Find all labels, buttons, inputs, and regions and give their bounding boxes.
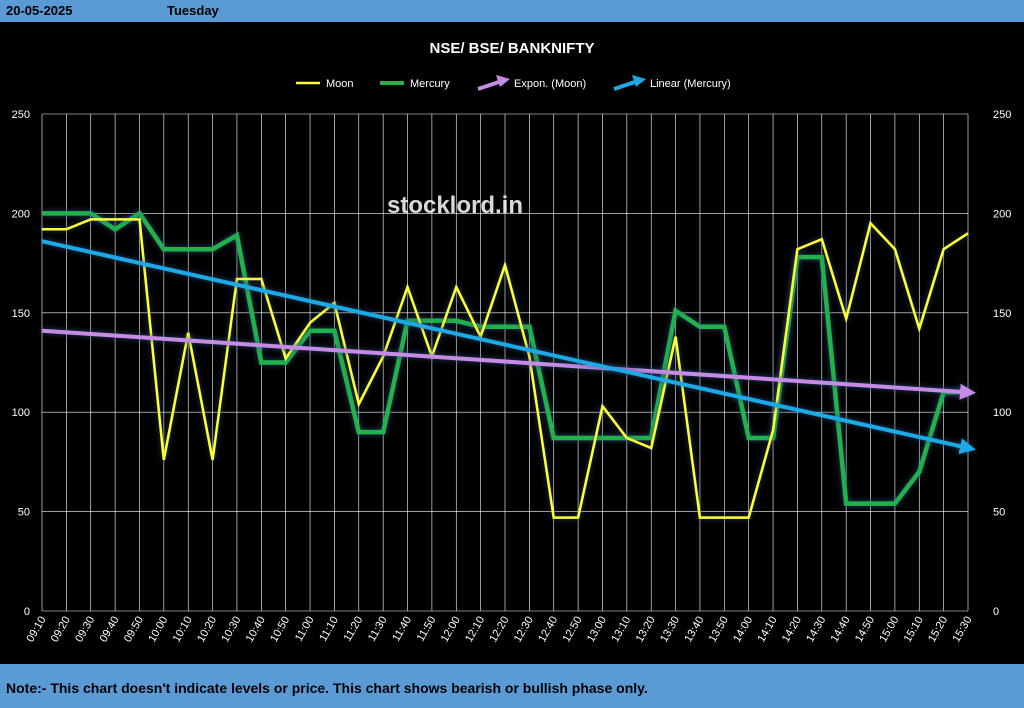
legend-swatch: [477, 79, 503, 91]
y-tick-label-left: 150: [12, 308, 30, 320]
y-tick-label-right: 100: [993, 407, 1011, 419]
trendline-linear: [41, 239, 976, 455]
x-tick-label: 12:10: [463, 615, 487, 645]
x-tick-label: 09:10: [24, 615, 48, 645]
x-tick-label: 14:10: [755, 615, 779, 645]
x-tick-label: 12:30: [512, 615, 536, 645]
y-tick-label-left: 50: [18, 507, 30, 519]
x-tick-label: 12:40: [536, 615, 560, 645]
y-tick-label-left: 200: [12, 208, 30, 220]
x-tick-label: 11:00: [293, 615, 317, 644]
x-tick-label: 13:40: [682, 615, 706, 645]
series-lines: [41, 210, 976, 519]
y-tick-label-right: 200: [993, 208, 1011, 220]
legend-swatch: [613, 79, 639, 91]
x-tick-label: 14:20: [780, 615, 804, 645]
x-tick-label: 11:30: [366, 615, 390, 644]
series-line-moon: [42, 218, 969, 519]
x-tick-label: 09:40: [98, 615, 122, 645]
x-tick-label: 09:50: [122, 615, 146, 645]
chart-title: NSE/ BSE/ BANKNIFTY: [429, 40, 594, 57]
x-tick-label: 09:20: [49, 615, 73, 645]
x-axis: 09:10 09:20 09:30 09:40 09:50 10:00 10:10 10:20…: [24, 615, 974, 645]
x-tick-label: 11:40: [390, 615, 414, 644]
y-tick-label-right: 250: [993, 109, 1011, 121]
chart-area: NSE/ BSE/ BANKNIFTY stocklord.in Moon Mer…: [0, 22, 1024, 662]
footer-note: Note:- This chart doesn't indicate level…: [6, 680, 648, 696]
x-tick-label: 15:20: [926, 615, 950, 645]
x-tick-label: 10:50: [268, 615, 292, 645]
x-tick-label: 10:40: [244, 615, 268, 645]
x-tick-label: 10:20: [195, 615, 219, 645]
line-chart: NSE/ BSE/ BANKNIFTY stocklord.in Moon Mer…: [12, 40, 1012, 645]
legend-label: Moon: [326, 78, 354, 90]
x-tick-label: 13:20: [634, 615, 658, 645]
legend-label: Expon. (Moon): [514, 78, 586, 90]
date-label: 20-05-2025: [6, 3, 73, 18]
y-axis-left: 0 50 100 150 200 250: [12, 109, 30, 618]
x-tick-label: 10:30: [219, 615, 243, 645]
y-tick-label-left: 100: [12, 407, 30, 419]
header-bar: 20-05-2025 Tuesday: [0, 0, 1024, 22]
x-tick-label: 10:10: [171, 615, 195, 645]
x-tick-label: 14:00: [731, 615, 755, 645]
x-tick-label: 12:50: [561, 615, 585, 645]
x-tick-label: 14:30: [804, 615, 828, 645]
legend-arrowhead: [496, 75, 510, 87]
y-tick-label-right: 150: [993, 308, 1011, 320]
x-tick-label: 13:30: [658, 615, 682, 645]
y-tick-label-left: 0: [24, 606, 30, 618]
footer-note-bar: Note:- This chart doesn't indicate level…: [0, 664, 1024, 708]
series-line-mercury: [42, 210, 968, 506]
x-tick-label: 14:40: [829, 615, 853, 645]
y-axis-right: 0 50 100 150 200 250: [993, 109, 1011, 618]
legend-arrowhead: [632, 75, 646, 87]
x-tick-label: 15:30: [950, 615, 974, 645]
x-tick-label: 13:00: [585, 615, 609, 645]
x-tick-label: 10:00: [146, 615, 170, 645]
grid-lines: [41, 113, 969, 612]
x-tick-label: 11:20: [342, 615, 366, 644]
legend-item: Mercury: [380, 78, 450, 90]
chart-legend: Moon Mercury Expon. (Moon) Linear (Mercury): [296, 75, 731, 91]
x-tick-label: 13:10: [609, 615, 633, 645]
x-tick-label: 11:50: [415, 615, 439, 644]
x-tick-label: 13:50: [707, 615, 731, 645]
legend-label: Mercury: [410, 78, 450, 90]
x-tick-label: 15:10: [902, 615, 926, 645]
x-tick-label: 11:10: [317, 615, 341, 644]
legend-label: Linear (Mercury): [650, 78, 731, 90]
y-tick-label-right: 0: [993, 606, 999, 618]
watermark: stocklord.in: [387, 192, 523, 219]
x-tick-label: 15:00: [877, 615, 901, 645]
x-tick-label: 12:20: [487, 615, 511, 645]
legend-item: Linear (Mercury): [613, 75, 731, 91]
trendline-expon: [41, 328, 976, 400]
legend-item: Moon: [296, 78, 354, 90]
day-label: Tuesday: [167, 3, 219, 18]
y-tick-label-right: 50: [993, 507, 1005, 519]
y-tick-label-left: 250: [12, 109, 30, 121]
x-tick-label: 14:50: [853, 615, 877, 645]
x-tick-label: 12:00: [439, 615, 463, 645]
legend-item: Expon. (Moon): [477, 75, 586, 91]
x-tick-label: 09:30: [73, 615, 97, 645]
